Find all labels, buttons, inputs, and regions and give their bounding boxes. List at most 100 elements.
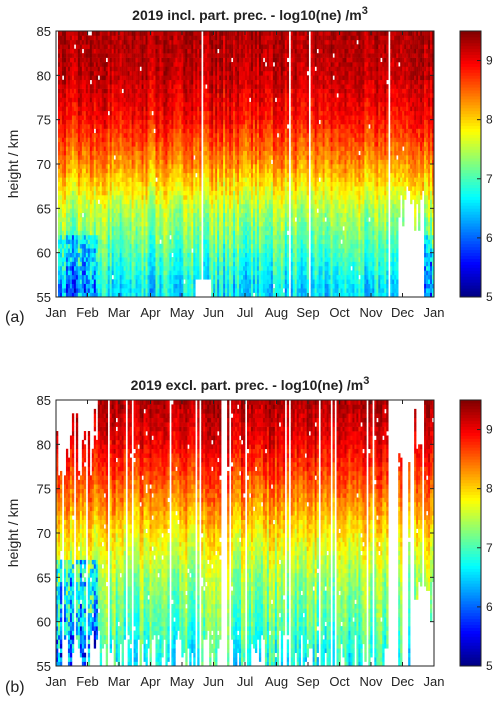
heatmap-cell <box>71 39 75 45</box>
heatmap-cell <box>151 35 154 41</box>
heatmap-cell <box>219 279 222 284</box>
heatmap-cell <box>147 31 150 36</box>
heatmap-cell <box>225 39 228 45</box>
heatmap-cell <box>153 221 156 227</box>
heatmap-cell <box>187 168 190 174</box>
heatmap-cell <box>87 146 91 151</box>
heatmap-cell <box>203 274 206 280</box>
heatmap-cell <box>117 44 120 50</box>
heatmap-cell <box>69 101 73 107</box>
heatmap-cell <box>169 106 172 112</box>
heatmap-cell <box>167 53 170 58</box>
heatmap-cell <box>225 212 228 218</box>
heatmap-cell <box>123 230 126 236</box>
heatmap-cell <box>97 115 101 120</box>
heatmap-cell <box>71 97 75 103</box>
heatmap-cell <box>67 88 71 94</box>
heatmap-cell <box>107 230 111 236</box>
heatmap-cell <box>75 226 79 231</box>
heatmap-cell <box>133 257 136 262</box>
heatmap-cell <box>97 248 101 253</box>
heatmap-cell <box>177 226 180 231</box>
heatmap-cell <box>173 146 176 151</box>
heatmap-cell <box>99 230 103 236</box>
heatmap-cell <box>75 186 79 191</box>
heatmap-cell <box>139 57 142 63</box>
heatmap-cell <box>217 292 220 298</box>
heatmap-cell <box>129 101 132 107</box>
heatmap-cell <box>133 221 136 227</box>
heatmap-cell <box>211 70 214 76</box>
heatmap-cell <box>211 217 214 222</box>
heatmap-cell <box>73 155 77 160</box>
heatmap-cell <box>59 35 63 41</box>
heatmap-cell <box>143 62 146 67</box>
heatmap-cell <box>119 128 122 134</box>
heatmap-cell <box>193 243 196 249</box>
heatmap-cell <box>85 141 89 147</box>
heatmap-cell <box>75 88 79 94</box>
heatmap-cell <box>107 217 111 222</box>
heatmap-cell <box>183 124 186 129</box>
heatmap-cell <box>179 261 182 267</box>
heatmap-cell <box>189 31 192 36</box>
heatmap-cell <box>117 177 120 183</box>
heatmap-cell <box>225 128 228 134</box>
heatmap-cell <box>117 172 120 178</box>
heatmap-cell <box>95 292 99 298</box>
heatmap-cell <box>85 44 89 50</box>
heatmap-cell <box>219 97 222 103</box>
heatmap-cell <box>223 270 226 276</box>
heatmap-cell <box>221 172 224 178</box>
heatmap-cell <box>159 221 162 227</box>
heatmap-cell <box>127 124 130 129</box>
heatmap-cell <box>173 261 176 267</box>
heatmap-cell <box>77 137 81 143</box>
heatmap-cell <box>153 177 156 183</box>
heatmap-cell <box>197 181 200 187</box>
heatmap-cell <box>205 270 208 276</box>
heatmap-cell <box>65 124 69 129</box>
heatmap-cell <box>177 159 180 165</box>
heatmap-cell <box>79 48 83 54</box>
heatmap-cell <box>113 217 116 222</box>
heatmap-cell <box>57 132 61 138</box>
heatmap-cell <box>75 203 79 209</box>
heatmap-cell <box>169 226 172 231</box>
heatmap-cell <box>135 44 138 50</box>
heatmap-cell <box>155 274 158 280</box>
heatmap-cell <box>107 172 111 178</box>
heatmap-cell <box>77 239 81 245</box>
heatmap-cell <box>71 93 75 98</box>
heatmap-cell <box>101 186 105 191</box>
heatmap-cell <box>167 57 170 63</box>
heatmap-cell <box>129 199 132 205</box>
heatmap-cell <box>167 239 170 245</box>
heatmap-cell <box>187 66 190 72</box>
heatmap-cell <box>139 274 142 280</box>
heatmap-cell <box>111 261 114 267</box>
heatmap-cell <box>125 159 128 165</box>
heatmap-cell <box>185 261 188 267</box>
heatmap-cell <box>155 168 158 174</box>
heatmap-cell <box>209 132 212 138</box>
heatmap-cell <box>125 132 128 138</box>
heatmap-cell <box>193 195 196 200</box>
heatmap-cell <box>91 292 95 298</box>
heatmap-cell <box>159 257 162 262</box>
heatmap-cell <box>125 221 128 227</box>
heatmap-cell <box>191 79 194 85</box>
heatmap-cell <box>71 62 75 67</box>
heatmap-cell <box>73 199 77 205</box>
heatmap-cell <box>139 199 142 205</box>
heatmap-cell <box>147 279 150 284</box>
heatmap-cell <box>59 217 63 222</box>
heatmap-cell <box>209 212 212 218</box>
heatmap-cell <box>57 84 61 89</box>
heatmap-cell <box>67 48 71 54</box>
heatmap-cell <box>183 128 186 134</box>
heatmap-cell <box>169 203 172 209</box>
heatmap-cell <box>127 88 130 94</box>
heatmap-cell <box>189 39 192 45</box>
heatmap-cell <box>105 48 109 54</box>
